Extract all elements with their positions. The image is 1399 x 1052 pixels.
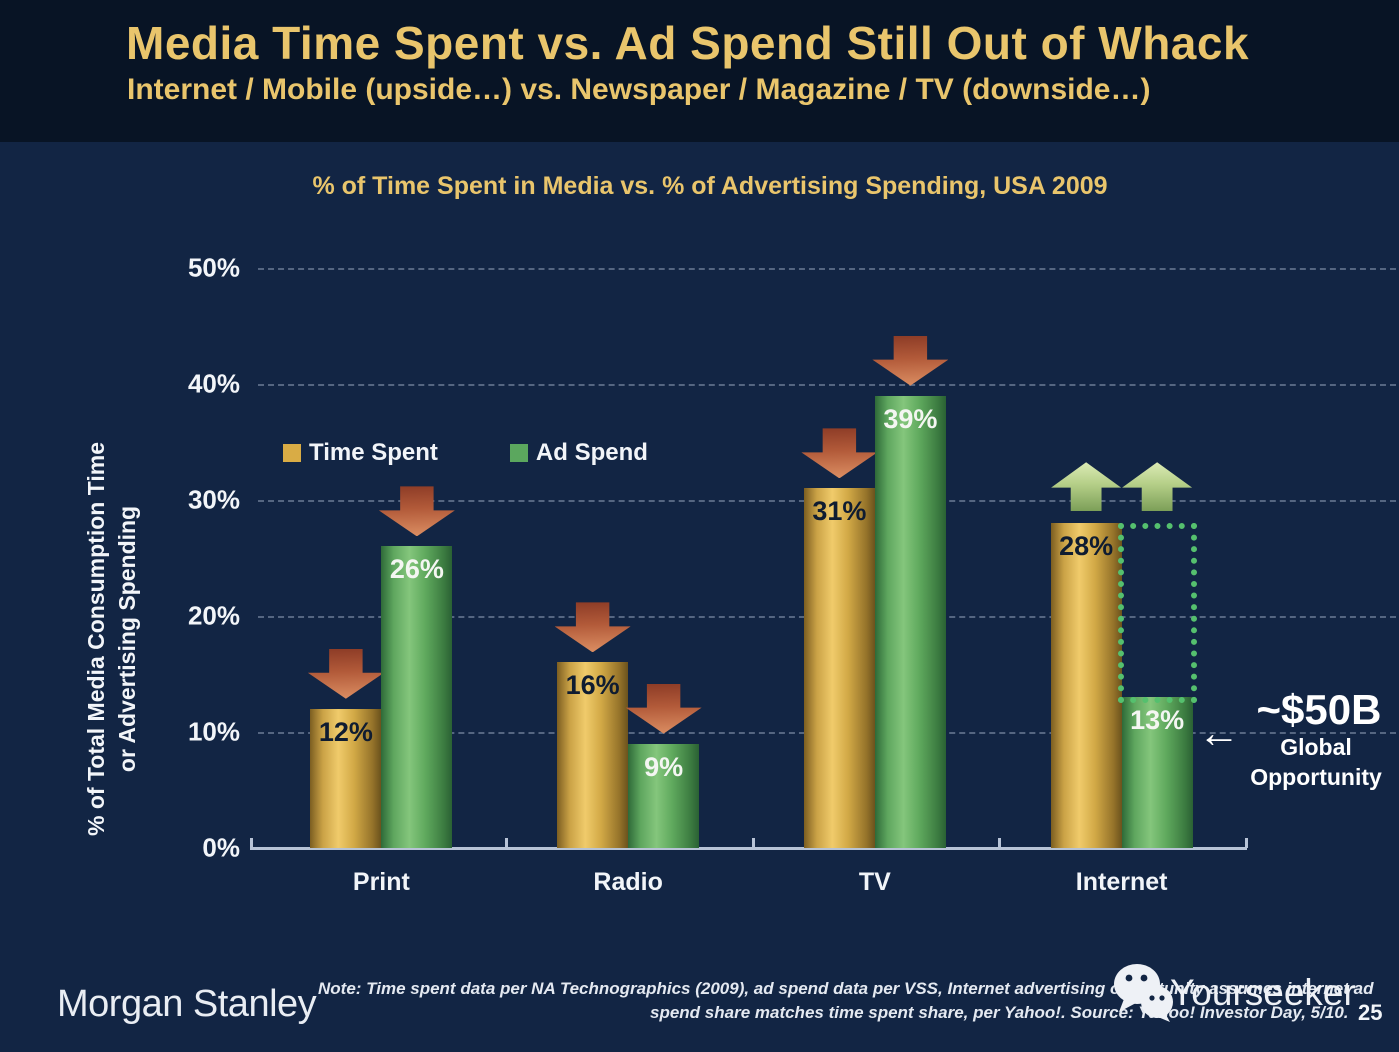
category-label-print: Print <box>352 868 410 896</box>
bar-value-label: 12% <box>318 716 373 747</box>
watermark-text: Yourseeker <box>1170 972 1356 1013</box>
header-band: Media Time Spent vs. Ad Spend Still Out … <box>0 0 1399 142</box>
down-arrow-icon <box>554 602 631 653</box>
down-arrow-icon <box>801 428 878 479</box>
bar-internet-ad-spend <box>1121 697 1193 848</box>
bar-print-ad-spend <box>381 546 453 848</box>
x-axis-line <box>250 847 1247 850</box>
bar-value-label: 39% <box>883 403 938 434</box>
bar-value-label: 26% <box>389 554 444 585</box>
opportunity-label-line1: Global <box>1280 734 1352 760</box>
up-arrow-icon <box>1122 462 1193 512</box>
down-arrow-icon <box>307 648 384 699</box>
opportunity-box <box>1117 523 1197 704</box>
footnote-line1: Note: Time spent data per NA Technograph… <box>318 979 1374 998</box>
x-axis-tick <box>250 838 253 848</box>
opportunity-label-line2: Opportunity <box>1250 764 1382 790</box>
slide-title: Media Time Spent vs. Ad Spend Still Out … <box>126 17 1250 69</box>
up-arrow-icon <box>1051 462 1122 512</box>
page-number: 25 <box>1358 1000 1383 1025</box>
y-tick-label-30%: 30% <box>187 484 240 515</box>
category-label-tv: TV <box>858 868 891 896</box>
x-axis-tick <box>998 838 1002 848</box>
bar-print-time-spent <box>310 708 382 848</box>
opportunity-value: ~$50B <box>1256 686 1382 733</box>
gridline-40% <box>258 384 1396 386</box>
morgan-stanley-logo: Morgan Stanley <box>57 983 317 1025</box>
bar-value-label: 9% <box>644 751 684 782</box>
y-tick-label-20%: 20% <box>187 600 240 631</box>
watermark: Yourseeker <box>1112 963 1356 1023</box>
bar-value-label: 28% <box>1059 531 1114 562</box>
bar-radio-ad-spend <box>628 743 700 848</box>
left-arrow-icon: ← <box>1198 709 1240 756</box>
x-axis-tick <box>1245 838 1248 848</box>
down-arrow-icon <box>378 486 455 537</box>
category-label-internet: Internet <box>1075 868 1168 896</box>
y-tick-label-50%: 50% <box>187 252 240 283</box>
x-axis-tick <box>751 838 755 848</box>
down-arrow-icon <box>872 335 949 386</box>
legend-item-ad-spend: Ad Spend <box>509 439 648 467</box>
y-tick-label-10%: 10% <box>187 716 240 747</box>
time-spent-swatch-icon <box>283 444 301 462</box>
legend-label-time-spent: Time Spent <box>309 439 438 466</box>
category-label-radio: Radio <box>593 868 663 896</box>
wechat-icon <box>1114 964 1173 1022</box>
slide-subtitle: Internet / Mobile (upside…) vs. Newspape… <box>127 73 1151 106</box>
legend-item-time-spent: Time Spent <box>283 439 438 467</box>
bar-radio-time-spent <box>557 662 629 848</box>
legend: Time Spent Ad Spend <box>283 439 720 467</box>
bar-tv-time-spent <box>803 488 875 848</box>
y-tick-label-0%: 0% <box>202 832 240 863</box>
bar-value-label: 31% <box>812 496 867 527</box>
legend-label-ad-spend: Ad Spend <box>535 439 648 466</box>
bar-value-label: 16% <box>565 670 620 701</box>
y-tick-label-40%: 40% <box>187 368 240 399</box>
chart-area: % of Time Spent in Media vs. % of Advert… <box>0 142 1399 1052</box>
chart-title: % of Time Spent in Media vs. % of Advert… <box>312 172 1108 200</box>
bar-value-label: 13% <box>1130 705 1185 736</box>
gridline-50% <box>258 268 1396 270</box>
bar-internet-time-spent <box>1050 523 1122 848</box>
bar-tv-ad-spend <box>874 395 946 848</box>
x-axis-tick <box>504 838 508 848</box>
plot-area: 0% 10% 20% 30% 40% 50% 12% 26% Print 16% 9% Radio 31… <box>0 142 1399 1052</box>
footnote-line2: spend share matches time spent share, pe… <box>650 1003 1349 1022</box>
ad-spend-swatch-icon <box>509 444 528 462</box>
